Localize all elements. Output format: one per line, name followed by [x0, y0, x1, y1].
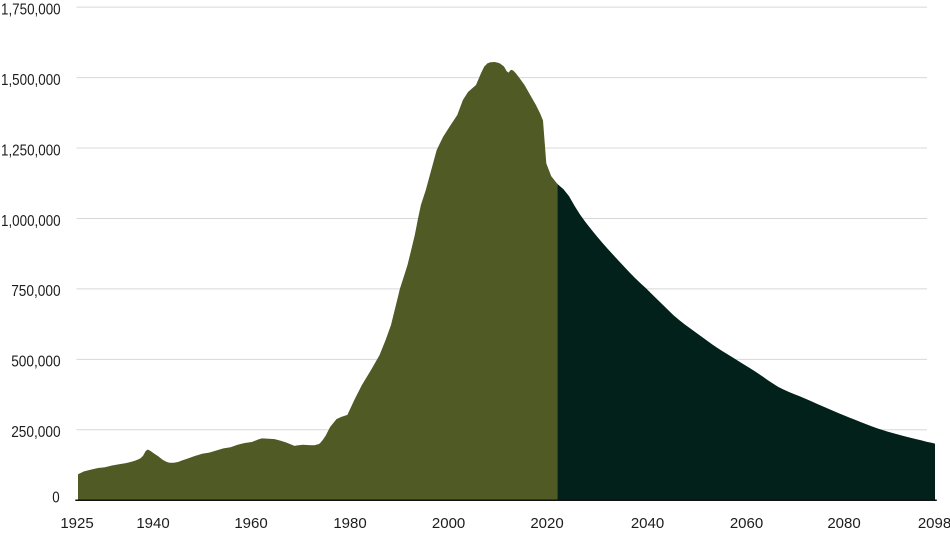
svg-text:1,500,000: 1,500,000 — [1, 72, 61, 89]
svg-text:2040: 2040 — [631, 515, 664, 532]
svg-text:1,000,000: 1,000,000 — [1, 213, 61, 230]
svg-text:2098: 2098 — [918, 515, 950, 532]
svg-text:1,750,000: 1,750,000 — [1, 1, 61, 18]
svg-text:250,000: 250,000 — [11, 424, 60, 441]
svg-text:2080: 2080 — [827, 515, 860, 532]
svg-text:1960: 1960 — [234, 515, 267, 532]
svg-text:1925: 1925 — [60, 515, 93, 532]
svg-text:1,250,000: 1,250,000 — [1, 142, 61, 159]
svg-text:2000: 2000 — [432, 515, 465, 532]
svg-text:500,000: 500,000 — [11, 354, 60, 371]
svg-text:2060: 2060 — [730, 515, 763, 532]
svg-text:1980: 1980 — [333, 515, 366, 532]
svg-text:0: 0 — [52, 490, 59, 507]
svg-text:1940: 1940 — [136, 515, 169, 532]
svg-text:750,000: 750,000 — [11, 283, 60, 300]
svg-text:2020: 2020 — [530, 515, 563, 532]
